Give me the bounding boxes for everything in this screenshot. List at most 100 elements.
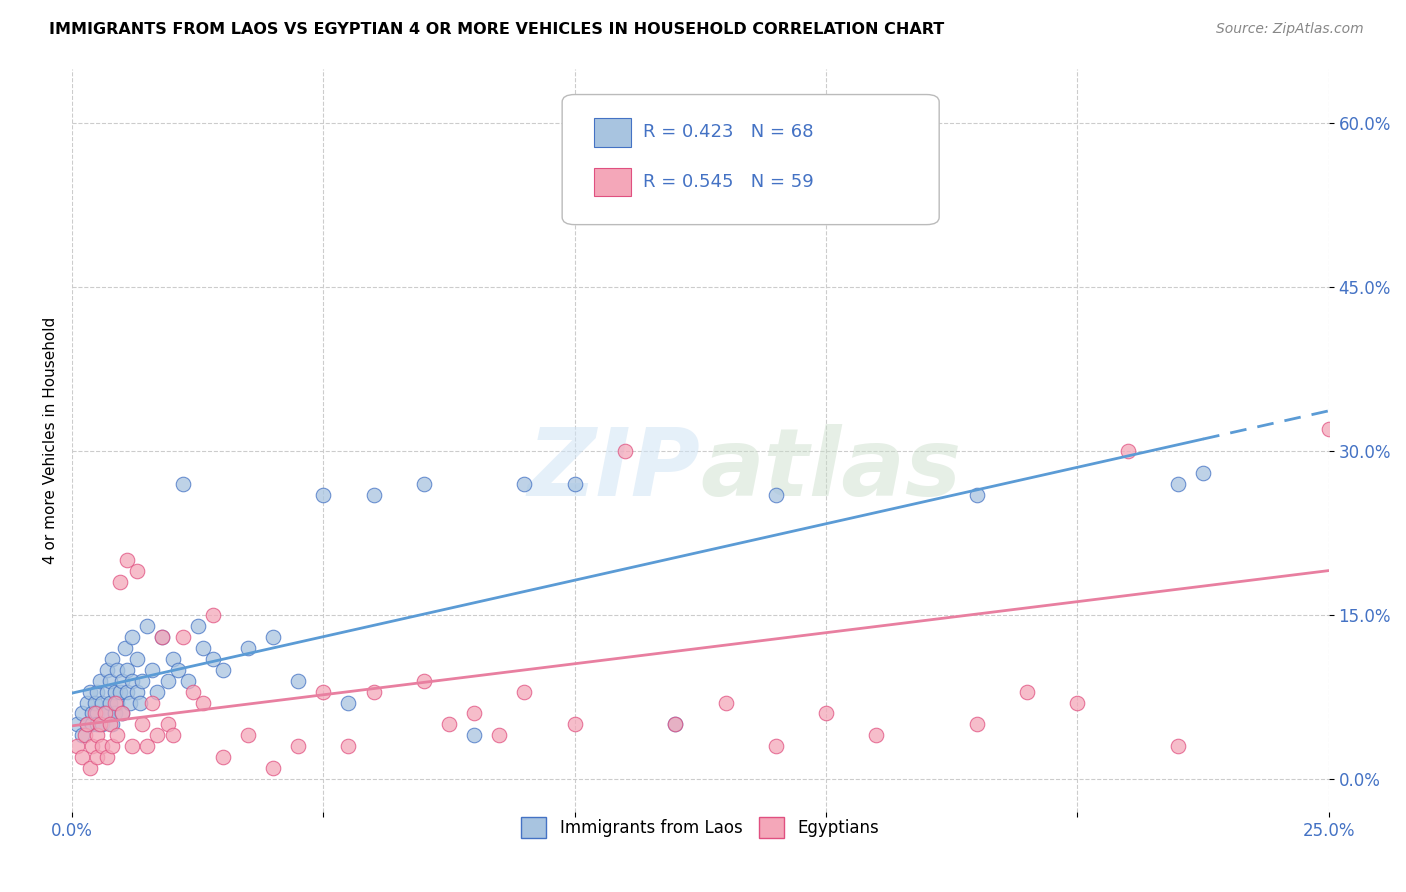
Point [141,663,163,677]
FancyBboxPatch shape [562,95,939,225]
Point [76,717,98,731]
Point [337,696,360,710]
Point [564,477,586,491]
Point [412,673,434,688]
Point [865,728,887,742]
Point [191,640,214,655]
Point [412,477,434,491]
Point [437,717,460,731]
Point [966,717,988,731]
Text: atlas: atlas [700,424,962,516]
Point [172,630,194,644]
Point [513,477,536,491]
Point [236,640,259,655]
Point [363,488,385,502]
Point [152,630,174,644]
Point [172,477,194,491]
Point [111,673,134,688]
Point [82,706,104,721]
Point [89,717,111,731]
Y-axis label: 4 or more Vehicles in Household: 4 or more Vehicles in Household [44,317,58,564]
Point [101,652,124,666]
Point [76,717,98,731]
Text: R = 0.545   N = 59: R = 0.545 N = 59 [643,173,813,191]
Point [1317,422,1340,436]
Point [82,717,104,731]
Point [815,706,838,721]
Point [1116,444,1139,458]
Point [1192,466,1215,480]
Point [564,717,586,731]
Point [96,706,118,721]
Point [127,684,149,698]
Point [1167,477,1189,491]
Point [117,684,139,698]
Legend: Immigrants from Laos, Egyptians: Immigrants from Laos, Egyptians [515,811,886,845]
Point [70,706,93,721]
FancyBboxPatch shape [593,168,631,196]
Point [105,663,128,677]
Point [915,116,938,130]
Point [181,684,204,698]
Point [201,652,224,666]
Point [337,739,360,754]
Point [127,565,149,579]
Point [262,761,284,775]
Point [108,684,131,698]
Point [96,684,118,698]
Point [162,728,184,742]
Point [89,673,111,688]
Point [86,706,108,721]
Point [96,663,118,677]
Point [98,673,121,688]
Point [146,684,169,698]
Point [128,696,150,710]
Point [1017,684,1039,698]
Point [312,488,335,502]
Point [104,706,127,721]
Point [176,673,198,688]
Point [966,488,988,502]
Point [614,444,637,458]
Point [201,608,224,623]
Point [488,728,510,742]
Point [91,717,114,731]
Point [117,663,139,677]
Point [76,696,98,710]
Point [117,553,139,567]
Point [86,728,108,742]
Point [121,630,143,644]
Point [83,696,105,710]
Point [70,728,93,742]
Point [101,739,124,754]
Point [121,673,143,688]
Point [66,739,89,754]
Point [127,652,149,666]
Point [118,696,141,710]
Point [146,728,169,742]
Point [66,717,89,731]
Point [105,728,128,742]
Point [714,696,737,710]
Point [91,739,114,754]
Point [79,761,101,775]
Point [191,696,214,710]
Point [664,717,686,731]
Point [136,619,159,633]
Point [98,717,121,731]
Point [211,663,233,677]
Point [136,739,159,754]
Point [363,684,385,698]
Point [82,739,104,754]
Point [108,575,131,590]
Point [111,706,134,721]
Point [765,739,787,754]
Point [156,673,179,688]
FancyBboxPatch shape [593,119,631,146]
Point [93,706,115,721]
Point [79,684,101,698]
Text: Source: ZipAtlas.com: Source: ZipAtlas.com [1216,22,1364,37]
Point [463,728,485,742]
Point [86,717,108,731]
Text: R = 0.423   N = 68: R = 0.423 N = 68 [643,123,813,142]
